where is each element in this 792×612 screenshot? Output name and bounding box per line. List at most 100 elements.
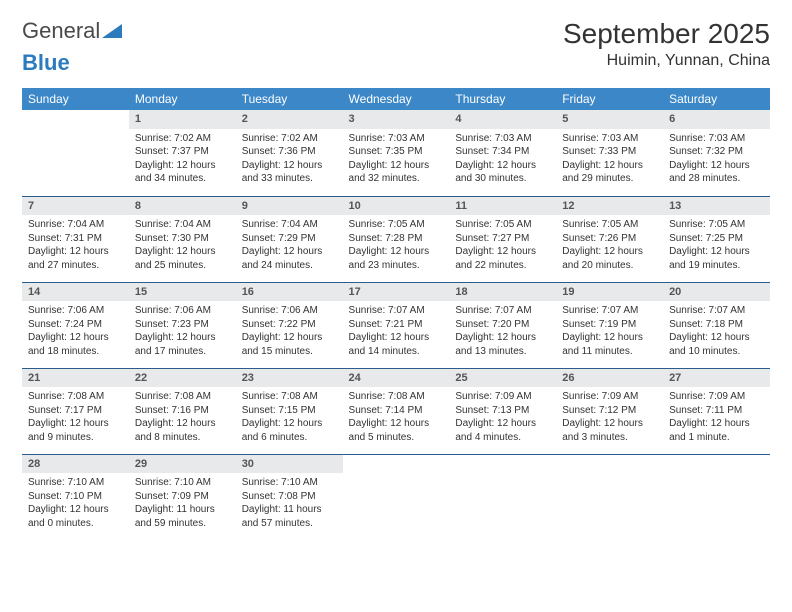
sunset-text: Sunset: 7:37 PM: [135, 145, 230, 159]
day-number: 25: [449, 369, 556, 388]
day-number: 8: [129, 197, 236, 216]
sunset-text: Sunset: 7:17 PM: [28, 404, 123, 418]
sunset-text: Sunset: 7:13 PM: [455, 404, 550, 418]
day-content: Sunrise: 7:03 AMSunset: 7:33 PMDaylight:…: [556, 129, 663, 190]
daylight-text: Daylight: 12 hours and 19 minutes.: [669, 245, 764, 272]
calendar-week-row: 14Sunrise: 7:06 AMSunset: 7:24 PMDayligh…: [22, 282, 770, 368]
daylight-text: Daylight: 12 hours and 0 minutes.: [28, 503, 123, 530]
sunrise-text: Sunrise: 7:07 AM: [349, 304, 444, 318]
day-number: 18: [449, 283, 556, 302]
day-number: 26: [556, 369, 663, 388]
sunrise-text: Sunrise: 7:10 AM: [28, 476, 123, 490]
logo-text-blue: Blue: [22, 50, 70, 75]
sunrise-text: Sunrise: 7:09 AM: [562, 390, 657, 404]
weekday-header: Wednesday: [343, 88, 450, 110]
day-content: Sunrise: 7:08 AMSunset: 7:14 PMDaylight:…: [343, 387, 450, 448]
day-number: 30: [236, 455, 343, 474]
day-number: 9: [236, 197, 343, 216]
day-content: Sunrise: 7:07 AMSunset: 7:20 PMDaylight:…: [449, 301, 556, 362]
day-content: Sunrise: 7:03 AMSunset: 7:35 PMDaylight:…: [343, 129, 450, 190]
sunset-text: Sunset: 7:16 PM: [135, 404, 230, 418]
day-content: Sunrise: 7:06 AMSunset: 7:22 PMDaylight:…: [236, 301, 343, 362]
sunset-text: Sunset: 7:21 PM: [349, 318, 444, 332]
day-content: Sunrise: 7:09 AMSunset: 7:11 PMDaylight:…: [663, 387, 770, 448]
calendar-day-cell: 14Sunrise: 7:06 AMSunset: 7:24 PMDayligh…: [22, 282, 129, 368]
calendar-day-cell: 23Sunrise: 7:08 AMSunset: 7:15 PMDayligh…: [236, 368, 343, 454]
sunset-text: Sunset: 7:14 PM: [349, 404, 444, 418]
calendar-day-cell: 9Sunrise: 7:04 AMSunset: 7:29 PMDaylight…: [236, 196, 343, 282]
day-number: 20: [663, 283, 770, 302]
daylight-text: Daylight: 12 hours and 32 minutes.: [349, 159, 444, 186]
sunrise-text: Sunrise: 7:08 AM: [135, 390, 230, 404]
sunrise-text: Sunrise: 7:02 AM: [242, 132, 337, 146]
calendar-day-cell: 16Sunrise: 7:06 AMSunset: 7:22 PMDayligh…: [236, 282, 343, 368]
calendar-day-cell: [556, 454, 663, 540]
day-content: Sunrise: 7:04 AMSunset: 7:29 PMDaylight:…: [236, 215, 343, 276]
day-content: Sunrise: 7:03 AMSunset: 7:34 PMDaylight:…: [449, 129, 556, 190]
sunset-text: Sunset: 7:28 PM: [349, 232, 444, 246]
sunset-text: Sunset: 7:10 PM: [28, 490, 123, 504]
day-number: 16: [236, 283, 343, 302]
calendar-day-cell: [449, 454, 556, 540]
calendar-day-cell: 29Sunrise: 7:10 AMSunset: 7:09 PMDayligh…: [129, 454, 236, 540]
calendar-day-cell: 15Sunrise: 7:06 AMSunset: 7:23 PMDayligh…: [129, 282, 236, 368]
title-block: September 2025 Huimin, Yunnan, China: [563, 18, 770, 70]
daylight-text: Daylight: 12 hours and 6 minutes.: [242, 417, 337, 444]
daylight-text: Daylight: 12 hours and 33 minutes.: [242, 159, 337, 186]
day-content: Sunrise: 7:10 AMSunset: 7:10 PMDaylight:…: [22, 473, 129, 534]
day-content: Sunrise: 7:08 AMSunset: 7:17 PMDaylight:…: [22, 387, 129, 448]
day-number: 22: [129, 369, 236, 388]
daylight-text: Daylight: 12 hours and 27 minutes.: [28, 245, 123, 272]
calendar-day-cell: [663, 454, 770, 540]
day-content: Sunrise: 7:09 AMSunset: 7:13 PMDaylight:…: [449, 387, 556, 448]
sunset-text: Sunset: 7:15 PM: [242, 404, 337, 418]
sunset-text: Sunset: 7:18 PM: [669, 318, 764, 332]
day-number: 17: [343, 283, 450, 302]
sunrise-text: Sunrise: 7:10 AM: [135, 476, 230, 490]
day-number: 29: [129, 455, 236, 474]
daylight-text: Daylight: 12 hours and 8 minutes.: [135, 417, 230, 444]
sunset-text: Sunset: 7:24 PM: [28, 318, 123, 332]
calendar-day-cell: 7Sunrise: 7:04 AMSunset: 7:31 PMDaylight…: [22, 196, 129, 282]
day-content: Sunrise: 7:06 AMSunset: 7:24 PMDaylight:…: [22, 301, 129, 362]
day-content: Sunrise: 7:10 AMSunset: 7:09 PMDaylight:…: [129, 473, 236, 534]
day-number: 23: [236, 369, 343, 388]
daylight-text: Daylight: 12 hours and 4 minutes.: [455, 417, 550, 444]
daylight-text: Daylight: 12 hours and 18 minutes.: [28, 331, 123, 358]
weekday-header: Thursday: [449, 88, 556, 110]
calendar-day-cell: 20Sunrise: 7:07 AMSunset: 7:18 PMDayligh…: [663, 282, 770, 368]
sunset-text: Sunset: 7:19 PM: [562, 318, 657, 332]
day-content: Sunrise: 7:08 AMSunset: 7:16 PMDaylight:…: [129, 387, 236, 448]
calendar-day-cell: 25Sunrise: 7:09 AMSunset: 7:13 PMDayligh…: [449, 368, 556, 454]
daylight-text: Daylight: 12 hours and 25 minutes.: [135, 245, 230, 272]
sunset-text: Sunset: 7:33 PM: [562, 145, 657, 159]
sunrise-text: Sunrise: 7:03 AM: [562, 132, 657, 146]
daylight-text: Daylight: 12 hours and 15 minutes.: [242, 331, 337, 358]
calendar-day-cell: [343, 454, 450, 540]
sunrise-text: Sunrise: 7:05 AM: [349, 218, 444, 232]
calendar-table: Sunday Monday Tuesday Wednesday Thursday…: [22, 88, 770, 540]
daylight-text: Daylight: 12 hours and 30 minutes.: [455, 159, 550, 186]
calendar-day-cell: 12Sunrise: 7:05 AMSunset: 7:26 PMDayligh…: [556, 196, 663, 282]
sunrise-text: Sunrise: 7:09 AM: [669, 390, 764, 404]
day-number: 15: [129, 283, 236, 302]
sunset-text: Sunset: 7:35 PM: [349, 145, 444, 159]
sunset-text: Sunset: 7:34 PM: [455, 145, 550, 159]
sunrise-text: Sunrise: 7:06 AM: [242, 304, 337, 318]
day-number: 2: [236, 110, 343, 129]
day-content: Sunrise: 7:05 AMSunset: 7:28 PMDaylight:…: [343, 215, 450, 276]
location: Huimin, Yunnan, China: [563, 52, 770, 70]
calendar-week-row: 1Sunrise: 7:02 AMSunset: 7:37 PMDaylight…: [22, 110, 770, 196]
calendar-day-cell: 26Sunrise: 7:09 AMSunset: 7:12 PMDayligh…: [556, 368, 663, 454]
calendar-day-cell: 21Sunrise: 7:08 AMSunset: 7:17 PMDayligh…: [22, 368, 129, 454]
sunrise-text: Sunrise: 7:09 AM: [455, 390, 550, 404]
calendar-day-cell: 8Sunrise: 7:04 AMSunset: 7:30 PMDaylight…: [129, 196, 236, 282]
calendar-day-cell: 11Sunrise: 7:05 AMSunset: 7:27 PMDayligh…: [449, 196, 556, 282]
weekday-header-row: Sunday Monday Tuesday Wednesday Thursday…: [22, 88, 770, 110]
sunset-text: Sunset: 7:30 PM: [135, 232, 230, 246]
day-content: Sunrise: 7:04 AMSunset: 7:30 PMDaylight:…: [129, 215, 236, 276]
sunrise-text: Sunrise: 7:04 AM: [28, 218, 123, 232]
daylight-text: Daylight: 12 hours and 29 minutes.: [562, 159, 657, 186]
sunset-text: Sunset: 7:36 PM: [242, 145, 337, 159]
sunrise-text: Sunrise: 7:03 AM: [455, 132, 550, 146]
